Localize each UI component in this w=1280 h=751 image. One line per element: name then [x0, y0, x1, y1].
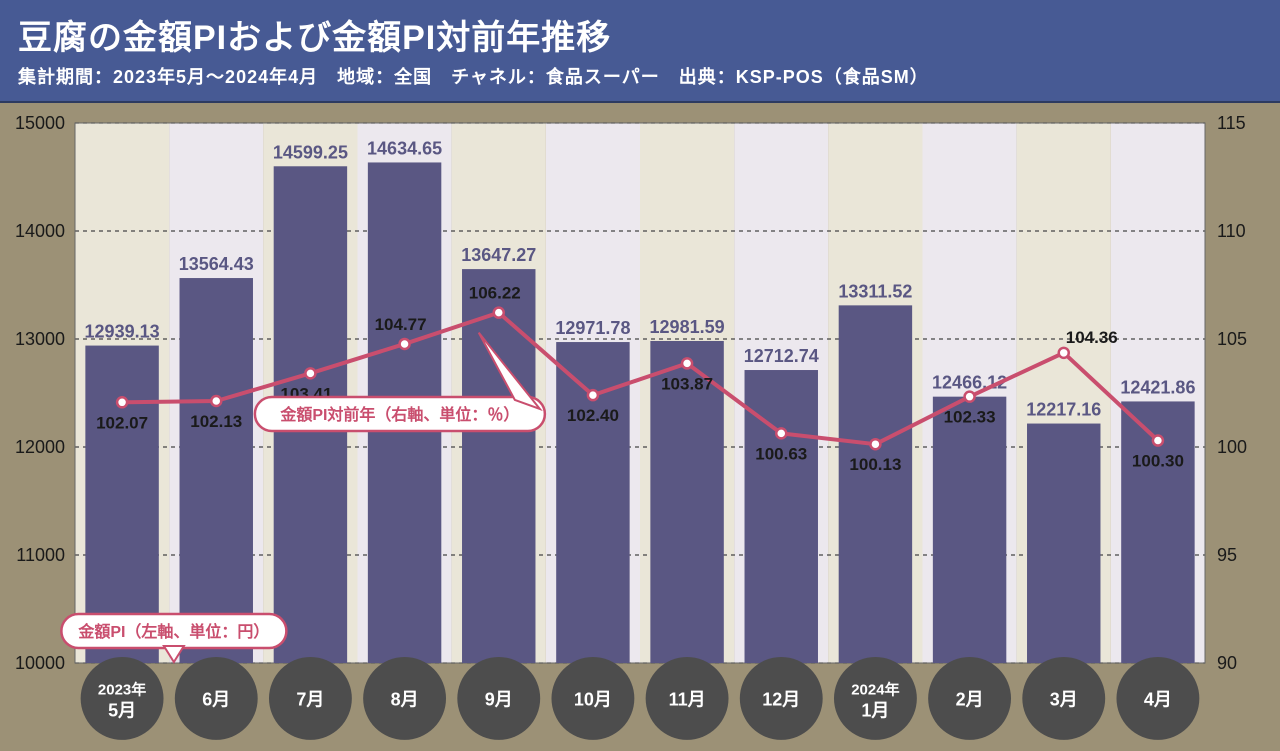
x-axis-label: 3月	[1050, 689, 1078, 709]
chart-body: 10000 11000 12000 13000 14000 15000 90 95 100 105…	[0, 103, 1280, 751]
line-value-label: 102.13	[190, 412, 242, 431]
bar	[180, 278, 253, 663]
line-value-label: 103.87	[661, 374, 713, 393]
line-value-label: 102.40	[567, 406, 619, 425]
right-axis-tick: 110	[1217, 221, 1246, 241]
bar-value-label: 12939.13	[85, 322, 160, 342]
right-axis-tick: 105	[1217, 329, 1247, 349]
bar-value-label: 12217.16	[1026, 400, 1101, 420]
line-marker	[400, 339, 410, 349]
line-value-label: 106.22	[469, 284, 521, 303]
bar	[462, 269, 535, 663]
bar-value-label: 14634.65	[367, 138, 442, 158]
left-axis-tick: 11000	[16, 545, 65, 565]
x-axis-label: 8月	[391, 689, 419, 709]
chart-svg: 10000 11000 12000 13000 14000 15000 90 95 100 105…	[0, 103, 1280, 751]
chart-title: 豆腐の金額PIおよび金額PI対前年推移	[18, 10, 1262, 59]
right-axis-tick: 90	[1217, 653, 1237, 673]
line-value-label: 100.63	[755, 444, 807, 463]
right-axis-tick: 95	[1217, 545, 1237, 565]
x-axis-label: 9月	[485, 689, 513, 709]
chart-subtitle: 集計期間：2023年5月～2024年4月 地域：全国 チャネル：食品スーパー 出…	[18, 63, 1262, 89]
bar-value-label: 12981.59	[650, 317, 725, 337]
line-value-label: 100.13	[849, 455, 901, 474]
line-marker	[1059, 348, 1069, 358]
bar-value-label: 12712.74	[744, 346, 819, 366]
line-value-label: 104.77	[375, 315, 427, 334]
chart-header: 豆腐の金額PIおよび金額PI対前年推移 集計期間：2023年5月～2024年4月…	[0, 0, 1280, 103]
left-axis-tick: 10000	[15, 653, 65, 673]
bar-value-label: 12971.78	[555, 318, 630, 338]
line-marker	[776, 428, 786, 438]
line-marker	[682, 358, 692, 368]
x-axis-label: 1月	[861, 700, 889, 720]
chart-container: 豆腐の金額PIおよび金額PI対前年推移 集計期間：2023年5月～2024年4月…	[0, 0, 1280, 748]
bar-value-label: 13647.27	[461, 245, 536, 265]
x-axis-label: 4月	[1144, 689, 1172, 709]
left-axis-tick: 14000	[15, 221, 65, 241]
x-axis-label: 2024年	[851, 680, 899, 698]
bar-value-label: 14599.25	[273, 142, 348, 162]
bar-value-label: 13564.43	[179, 254, 254, 274]
x-axis-label: 5月	[108, 700, 136, 720]
x-axis-label: 11月	[669, 689, 706, 709]
bar-value-label: 12421.86	[1120, 377, 1195, 397]
right-axis-tick: 115	[1217, 113, 1246, 133]
bar-callout-text: 金額PI（左軸、単位：円）	[77, 622, 269, 641]
line-marker	[1153, 436, 1163, 446]
line-value-label: 104.36	[1066, 328, 1118, 347]
line-marker	[588, 390, 598, 400]
line-marker	[305, 368, 315, 378]
line-marker	[870, 439, 880, 449]
x-axis-label: 7月	[296, 689, 324, 709]
bar	[1027, 424, 1100, 663]
line-value-label: 102.33	[944, 408, 996, 427]
x-axis-label: 6月	[202, 689, 230, 709]
line-marker	[211, 396, 221, 406]
left-axis-tick: 15000	[15, 113, 65, 133]
x-axis-label: 12月	[762, 689, 800, 709]
line-callout-text: 金額PI対前年（右軸、単位：％）	[279, 405, 519, 424]
line-value-label: 102.07	[96, 413, 148, 432]
x-axis-label: 10月	[574, 689, 612, 709]
right-axis-tick: 100	[1217, 437, 1247, 457]
line-value-label: 100.30	[1132, 452, 1184, 471]
x-axis-label: 2月	[956, 689, 984, 709]
x-axis-label: 2023年	[98, 680, 146, 698]
line-marker	[965, 392, 975, 402]
bar	[933, 397, 1006, 663]
line-marker	[117, 397, 127, 407]
left-axis-tick: 12000	[15, 437, 65, 457]
bar	[839, 305, 912, 663]
bar-value-label: 13311.52	[838, 281, 912, 301]
left-axis-tick: 13000	[15, 329, 65, 349]
line-marker	[494, 308, 504, 318]
